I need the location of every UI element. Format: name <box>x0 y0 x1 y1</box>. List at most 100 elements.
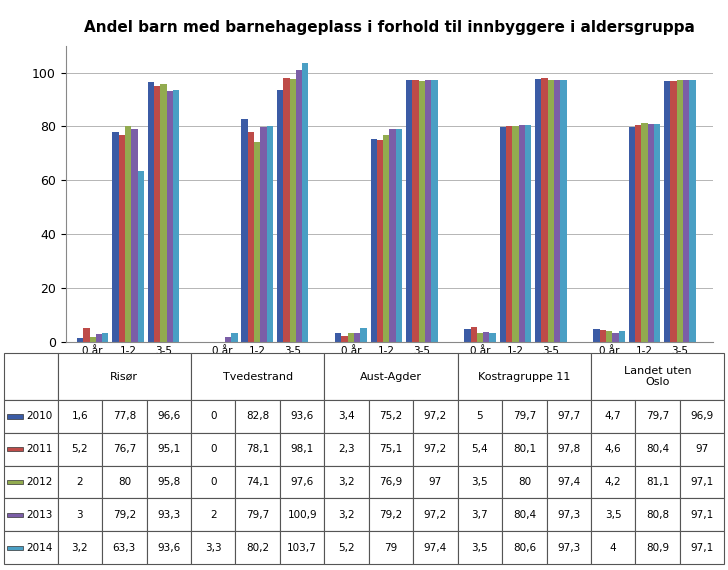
Text: 96,9: 96,9 <box>691 411 713 421</box>
Bar <box>146 400 191 433</box>
Bar <box>591 466 636 499</box>
Text: 63,3: 63,3 <box>113 543 136 553</box>
Bar <box>191 499 235 531</box>
Bar <box>148 82 154 342</box>
Bar <box>325 466 369 499</box>
Bar <box>636 433 680 466</box>
Bar <box>680 499 724 531</box>
Bar <box>513 127 518 342</box>
Title: Andel barn med barnehageplass i forhold til innbyggere i aldersgruppa: Andel barn med barnehageplass i forhold … <box>84 20 695 35</box>
Bar <box>561 80 566 342</box>
Bar <box>280 433 325 466</box>
Bar <box>683 80 689 342</box>
Bar <box>83 328 90 342</box>
Bar <box>280 531 325 564</box>
Bar <box>591 433 636 466</box>
Bar <box>7 480 23 484</box>
Bar <box>7 512 23 517</box>
Text: 3,3: 3,3 <box>205 543 221 553</box>
Bar <box>680 466 724 499</box>
Bar <box>458 499 502 531</box>
Bar <box>235 499 280 531</box>
Bar <box>680 531 724 564</box>
Bar <box>125 127 131 342</box>
Text: 74,1: 74,1 <box>246 477 269 487</box>
Bar <box>360 328 367 342</box>
Text: 2,3: 2,3 <box>339 444 355 454</box>
Text: 81,1: 81,1 <box>646 477 669 487</box>
Bar <box>547 400 591 433</box>
Bar <box>593 329 600 342</box>
Bar <box>547 80 554 342</box>
Bar <box>547 466 591 499</box>
Text: 75,1: 75,1 <box>379 444 403 454</box>
Bar <box>138 172 144 342</box>
Bar <box>502 531 547 564</box>
Text: 3,2: 3,2 <box>71 543 88 553</box>
Bar <box>664 81 670 342</box>
Bar <box>167 91 173 342</box>
Bar <box>629 127 635 342</box>
Bar <box>635 125 641 342</box>
Bar <box>191 466 235 499</box>
Bar <box>369 433 414 466</box>
Bar <box>325 531 369 564</box>
Text: 3,7: 3,7 <box>472 510 488 520</box>
Text: 2012: 2012 <box>26 477 52 487</box>
Text: 97: 97 <box>429 477 442 487</box>
Bar <box>654 124 660 342</box>
Bar <box>191 400 235 433</box>
Bar <box>160 84 167 342</box>
Bar <box>506 126 513 342</box>
Bar <box>7 447 23 451</box>
Bar <box>591 400 636 433</box>
Text: 76,9: 76,9 <box>379 477 403 487</box>
Text: 97: 97 <box>695 444 709 454</box>
Bar <box>600 329 606 342</box>
Text: 93,6: 93,6 <box>157 543 181 553</box>
Bar <box>414 433 458 466</box>
Text: 80,9: 80,9 <box>646 543 669 553</box>
Bar <box>325 400 369 433</box>
Bar <box>636 466 680 499</box>
Bar <box>518 125 525 342</box>
Text: 1,6: 1,6 <box>71 411 88 421</box>
Text: 79,7: 79,7 <box>646 411 669 421</box>
Bar <box>261 127 266 342</box>
Text: 3,5: 3,5 <box>605 510 622 520</box>
Bar <box>502 499 547 531</box>
Text: 97,2: 97,2 <box>424 510 447 520</box>
Bar <box>102 499 146 531</box>
Text: Landet uten
Oslo: Landet uten Oslo <box>611 386 678 408</box>
Text: 80,4: 80,4 <box>513 510 536 520</box>
Text: 80,8: 80,8 <box>646 510 669 520</box>
Bar <box>458 433 502 466</box>
Bar <box>325 433 369 466</box>
Bar <box>636 531 680 564</box>
Bar <box>470 327 477 342</box>
Bar <box>90 337 96 342</box>
Bar <box>191 433 235 466</box>
Bar <box>636 400 680 433</box>
Text: 77,8: 77,8 <box>113 411 136 421</box>
Bar <box>248 132 254 342</box>
Text: 75,2: 75,2 <box>379 411 403 421</box>
Bar <box>4 531 58 564</box>
Bar <box>483 332 489 342</box>
Bar <box>146 531 191 564</box>
Text: 3,2: 3,2 <box>339 510 355 520</box>
Bar <box>191 353 325 400</box>
Bar <box>235 433 280 466</box>
Text: 5,4: 5,4 <box>472 444 488 454</box>
Bar <box>680 400 724 433</box>
Bar <box>325 353 458 400</box>
Bar <box>4 433 58 466</box>
Bar <box>58 499 102 531</box>
Bar <box>296 70 302 342</box>
Bar <box>341 336 348 342</box>
Text: 97,1: 97,1 <box>691 543 713 553</box>
Bar <box>280 499 325 531</box>
Text: 79,7: 79,7 <box>246 510 269 520</box>
Text: 4,6: 4,6 <box>605 444 622 454</box>
Bar <box>335 333 341 342</box>
